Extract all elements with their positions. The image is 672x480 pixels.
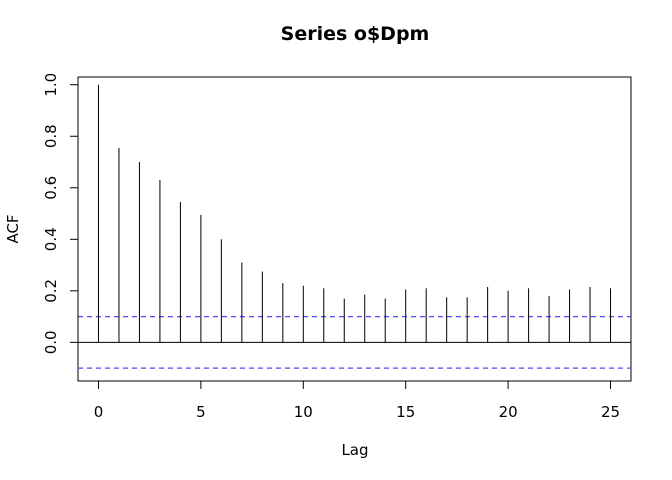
y-axis: 0.0 0.2 0.4 0.6 0.8 1.0 <box>42 73 79 354</box>
y-tick-label: 0.6 <box>42 176 60 200</box>
x-tick-label: 5 <box>196 403 206 421</box>
x-tick-label: 20 <box>499 403 518 421</box>
x-tick-label: 0 <box>94 403 104 421</box>
plot-frame <box>77 76 632 382</box>
x-tick-label: 10 <box>294 403 313 421</box>
x-tick-label: 15 <box>396 403 415 421</box>
y-tick-label: 0.4 <box>42 227 60 251</box>
x-tick-label: 25 <box>601 403 620 421</box>
chart-title: Series o$Dpm <box>281 23 430 45</box>
y-tick-label: 0.0 <box>42 330 60 354</box>
acf-bars <box>97 84 612 343</box>
x-axis: 0 5 10 15 20 25 <box>94 380 620 421</box>
y-tick-label: 1.0 <box>42 73 60 97</box>
x-axis-label: Lag <box>341 441 368 459</box>
y-tick-label: 0.2 <box>42 279 60 303</box>
confidence-band <box>78 315 631 369</box>
y-tick-label: 0.8 <box>42 124 60 148</box>
y-axis-label: ACF <box>4 214 22 243</box>
